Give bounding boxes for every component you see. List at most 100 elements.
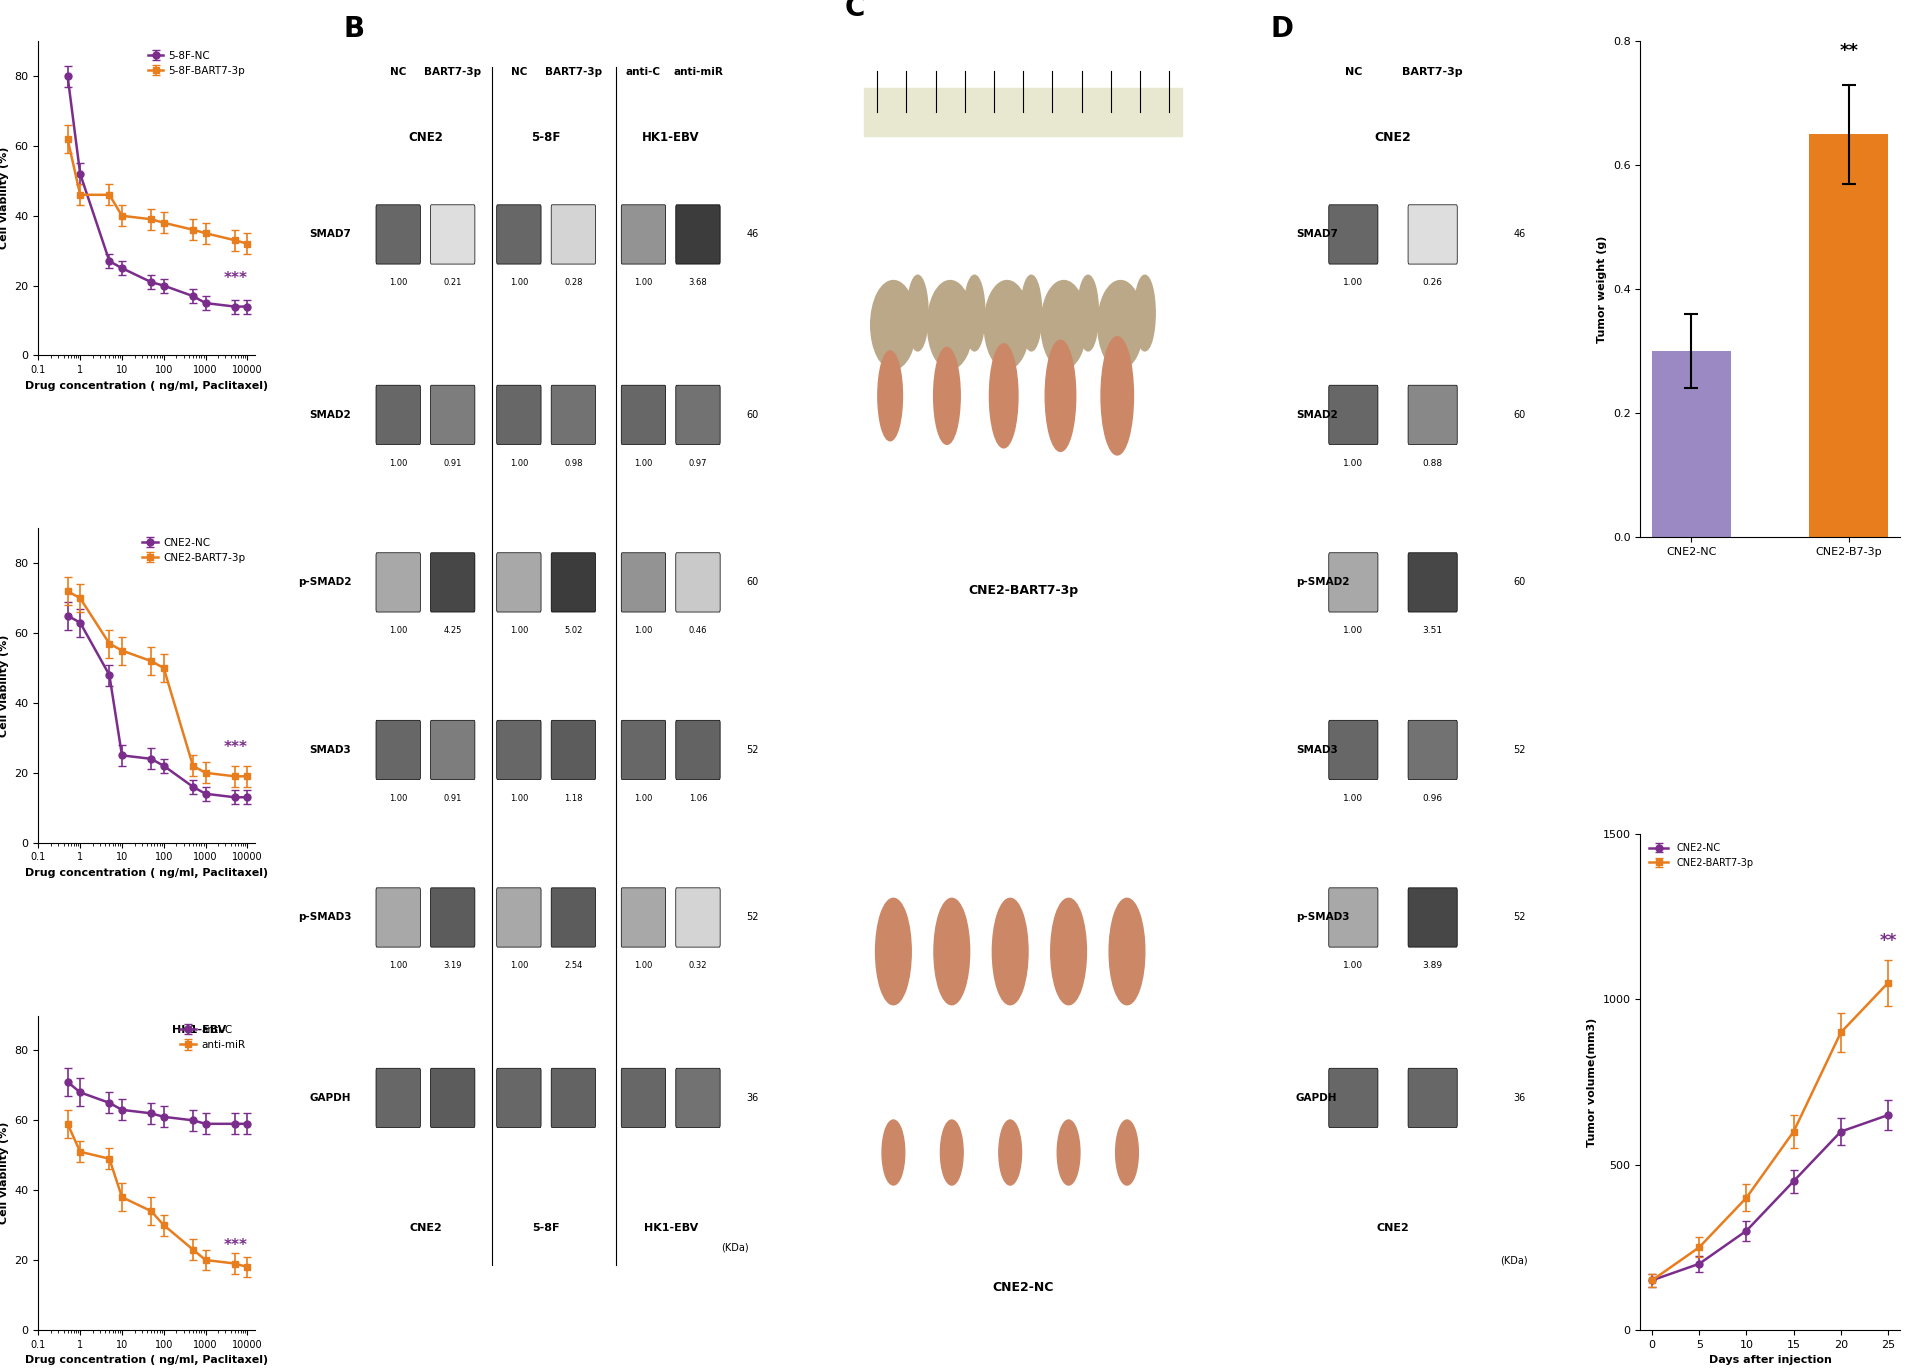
Text: CNE2: CNE2 [409, 1223, 441, 1234]
FancyBboxPatch shape [497, 1068, 541, 1127]
Text: NC: NC [1345, 67, 1362, 77]
Text: 60: 60 [746, 577, 758, 587]
Text: p-SMAD3: p-SMAD3 [1295, 913, 1349, 923]
Text: 3.19: 3.19 [443, 961, 462, 971]
Text: 1.00: 1.00 [390, 459, 407, 468]
FancyBboxPatch shape [376, 720, 420, 780]
FancyBboxPatch shape [1328, 888, 1378, 947]
FancyBboxPatch shape [430, 1068, 474, 1127]
Text: BART7-3p: BART7-3p [545, 67, 603, 77]
Legend: anti-C, anti-miR: anti-C, anti-miR [177, 1021, 249, 1054]
X-axis label: Drug concentration ( ng/ml, Paclitaxel): Drug concentration ( ng/ml, Paclitaxel) [25, 381, 269, 391]
X-axis label: Drug concentration ( ng/ml, Paclitaxel): Drug concentration ( ng/ml, Paclitaxel) [25, 868, 269, 877]
Y-axis label: Cell viability (%): Cell viability (%) [0, 635, 10, 736]
Text: 0.46: 0.46 [689, 627, 708, 635]
FancyBboxPatch shape [1328, 204, 1378, 265]
Legend: CNE2-NC, CNE2-BART7-3p: CNE2-NC, CNE2-BART7-3p [138, 533, 249, 568]
FancyBboxPatch shape [675, 385, 720, 444]
Text: NC: NC [390, 67, 407, 77]
Text: 60: 60 [1514, 410, 1526, 420]
Ellipse shape [992, 898, 1029, 1005]
Text: 2.54: 2.54 [564, 961, 583, 971]
FancyBboxPatch shape [622, 553, 666, 611]
FancyBboxPatch shape [622, 204, 666, 265]
Circle shape [1046, 340, 1077, 451]
Ellipse shape [875, 898, 912, 1005]
Ellipse shape [1040, 281, 1086, 369]
Bar [864, 88, 1182, 136]
Ellipse shape [927, 281, 973, 369]
Text: ***: *** [223, 1238, 248, 1253]
Circle shape [990, 344, 1017, 448]
Text: 1.00: 1.00 [635, 278, 652, 288]
Ellipse shape [1115, 1120, 1138, 1185]
FancyBboxPatch shape [675, 720, 720, 780]
Text: p-SMAD3: p-SMAD3 [297, 913, 351, 923]
Text: 5-8F: 5-8F [532, 132, 560, 144]
Text: 46: 46 [1514, 229, 1526, 240]
FancyBboxPatch shape [622, 720, 666, 780]
Ellipse shape [1052, 898, 1086, 1005]
FancyBboxPatch shape [675, 888, 720, 947]
Ellipse shape [883, 1120, 904, 1185]
Text: 1.00: 1.00 [1343, 961, 1362, 971]
Text: 1.00: 1.00 [390, 961, 407, 971]
FancyBboxPatch shape [376, 385, 420, 444]
FancyBboxPatch shape [1409, 385, 1457, 444]
Text: HK1-EBV: HK1-EBV [641, 132, 700, 144]
Text: ***: *** [223, 740, 248, 755]
Text: 0.97: 0.97 [689, 459, 708, 468]
Text: 60: 60 [746, 410, 758, 420]
Text: HK1-EBV: HK1-EBV [173, 1026, 226, 1035]
Text: BART7-3p: BART7-3p [424, 67, 482, 77]
FancyBboxPatch shape [376, 1068, 420, 1127]
FancyBboxPatch shape [1328, 553, 1378, 611]
Text: 1.00: 1.00 [635, 961, 652, 971]
Text: 0.21: 0.21 [443, 278, 462, 288]
FancyBboxPatch shape [551, 553, 595, 611]
FancyBboxPatch shape [430, 720, 474, 780]
Text: 1.00: 1.00 [635, 627, 652, 635]
Ellipse shape [984, 281, 1031, 369]
Text: 60: 60 [1514, 577, 1526, 587]
Text: C: C [844, 0, 865, 22]
FancyBboxPatch shape [675, 1068, 720, 1127]
Text: CNE2-NC: CNE2-NC [992, 1282, 1054, 1294]
Y-axis label: Cell viability (%): Cell viability (%) [0, 1121, 10, 1224]
Circle shape [1021, 276, 1042, 351]
Text: p-SMAD2: p-SMAD2 [1295, 577, 1349, 587]
Text: 0.32: 0.32 [689, 961, 708, 971]
Text: 5.02: 5.02 [564, 627, 583, 635]
Text: 52: 52 [746, 744, 760, 755]
FancyBboxPatch shape [1409, 720, 1457, 780]
Text: SMAD2: SMAD2 [1295, 410, 1338, 420]
Circle shape [1078, 276, 1098, 351]
Circle shape [908, 276, 929, 351]
Text: CNE2: CNE2 [1376, 1223, 1409, 1234]
Text: 3.51: 3.51 [1422, 627, 1443, 635]
Legend: 5-8F-NC, 5-8F-BART7-3p: 5-8F-NC, 5-8F-BART7-3p [144, 47, 249, 80]
Text: NC: NC [510, 67, 528, 77]
Text: GAPDH: GAPDH [311, 1093, 351, 1102]
FancyBboxPatch shape [497, 553, 541, 611]
Text: 0.88: 0.88 [1422, 459, 1443, 468]
FancyBboxPatch shape [551, 888, 595, 947]
Text: SMAD2: SMAD2 [309, 410, 351, 420]
Ellipse shape [940, 1120, 963, 1185]
FancyBboxPatch shape [430, 385, 474, 444]
Text: 36: 36 [1514, 1093, 1526, 1102]
FancyBboxPatch shape [497, 720, 541, 780]
Text: GAPDH: GAPDH [1295, 1093, 1338, 1102]
Text: 46: 46 [746, 229, 758, 240]
FancyBboxPatch shape [622, 1068, 666, 1127]
Text: 52: 52 [746, 913, 760, 923]
Text: 1.00: 1.00 [510, 627, 528, 635]
FancyBboxPatch shape [551, 385, 595, 444]
Text: p-SMAD2: p-SMAD2 [297, 577, 351, 587]
FancyBboxPatch shape [1409, 1068, 1457, 1127]
FancyBboxPatch shape [551, 1068, 595, 1127]
Text: D: D [1270, 15, 1293, 44]
FancyBboxPatch shape [1328, 720, 1378, 780]
Circle shape [1102, 337, 1134, 455]
FancyBboxPatch shape [497, 385, 541, 444]
